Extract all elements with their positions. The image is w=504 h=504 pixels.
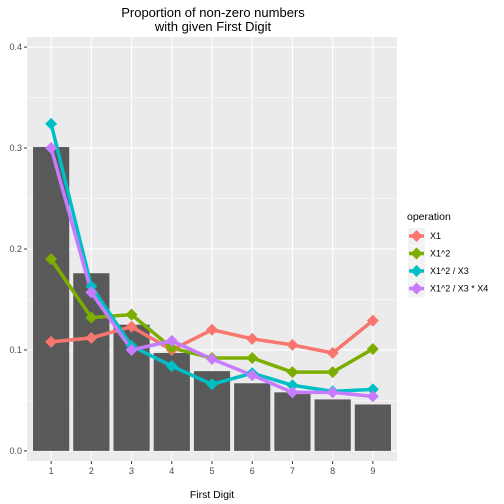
series-point	[125, 320, 138, 333]
x-tick-label: 9	[370, 466, 375, 476]
series-point	[85, 331, 98, 344]
bar	[354, 404, 391, 451]
series-point	[366, 383, 379, 396]
legend-key-point	[410, 247, 423, 260]
y-tick-label: 0.0	[9, 446, 22, 456]
y-tick-label: 0.1	[9, 345, 22, 355]
y-tick-label: 0.4	[9, 42, 22, 52]
bar	[314, 399, 351, 451]
series-point	[246, 332, 259, 345]
x-tick-label: 5	[209, 466, 214, 476]
series-point	[85, 286, 98, 299]
legend-key-point	[410, 282, 423, 295]
x-axis: 1 2 3 4 5 6 7 8 9	[49, 461, 375, 476]
series-point	[286, 386, 299, 399]
legend-title: operation	[407, 211, 451, 223]
series-point	[366, 314, 379, 327]
series-point	[286, 379, 299, 392]
legend-label: X1^2	[430, 249, 450, 259]
series-point	[366, 342, 379, 355]
series-point	[165, 360, 178, 373]
x-tick-label: 3	[129, 466, 134, 476]
legend: operation X1 X1^2 X1^2 / X3 X1^2 / X3 * X4	[407, 211, 488, 298]
y-axis: 0.0 0.1 0.2 0.3 0.4	[9, 42, 27, 456]
series-point	[206, 378, 218, 391]
series-point	[206, 323, 218, 336]
series-point	[125, 343, 138, 356]
series-point	[125, 308, 138, 321]
series-point	[45, 253, 58, 266]
legend-label: X1^2 / X3	[430, 266, 469, 276]
legend-key-point	[410, 265, 423, 277]
series-point	[45, 142, 58, 155]
x-axis-title: First Digit	[190, 489, 234, 501]
chart-title-line-1: Proportion of non-zero numbers	[121, 5, 305, 20]
series-point	[45, 117, 58, 130]
chart-title-line-2: with given First Digit	[154, 19, 272, 34]
y-tick-label: 0.3	[9, 143, 22, 153]
series-point	[326, 386, 339, 399]
series-point	[165, 341, 178, 354]
x-tick-label: 4	[169, 466, 174, 476]
x-tick-label: 6	[250, 466, 255, 476]
series-point	[246, 352, 259, 365]
series-point	[286, 366, 299, 379]
series-point	[246, 369, 259, 382]
legend-label: X1	[430, 231, 441, 241]
series-point	[326, 366, 339, 379]
series-point	[206, 353, 218, 366]
series-point	[326, 346, 339, 359]
series-point	[85, 280, 98, 293]
x-tick-label: 7	[290, 466, 295, 476]
y-tick-label: 0.2	[9, 244, 22, 254]
series-point	[286, 338, 299, 351]
series-point	[85, 311, 98, 324]
x-tick-label: 2	[89, 466, 94, 476]
series-point	[366, 390, 379, 403]
series-points	[45, 117, 379, 403]
series-point	[165, 334, 178, 347]
bar	[234, 383, 271, 451]
x-tick-label: 8	[330, 466, 335, 476]
series-point	[45, 335, 58, 348]
x-tick-label: 1	[49, 466, 54, 476]
legend-label: X1^2 / X3 * X4	[430, 284, 488, 294]
bar	[274, 392, 311, 451]
legend-key-point	[410, 230, 423, 242]
